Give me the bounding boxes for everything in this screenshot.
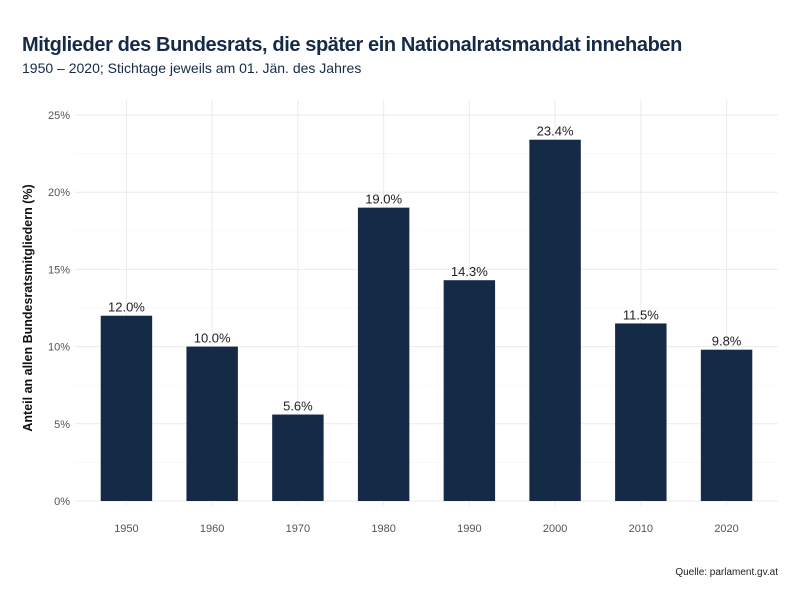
chart-subtitle: 1950 – 2020; Stichtage jeweils am 01. Jä… xyxy=(22,60,362,76)
bar-2000 xyxy=(529,139,581,502)
bar-2010 xyxy=(615,323,667,501)
data-label: 12.0% xyxy=(108,300,145,315)
y-tick-label: 25% xyxy=(48,110,70,122)
x-tick-label: 2000 xyxy=(543,523,567,535)
bar-1950 xyxy=(100,315,153,501)
chart-title: Mitglieder des Bundesrats, die später ei… xyxy=(22,34,682,56)
x-tick-label: 1980 xyxy=(371,523,395,535)
source-caption: Quelle: parlament.gv.at xyxy=(675,567,778,578)
bar-2020 xyxy=(700,349,753,501)
data-label: 10.0% xyxy=(194,331,231,346)
x-tick-label: 2010 xyxy=(629,523,653,535)
data-label: 11.5% xyxy=(623,307,659,322)
y-tick-label: 5% xyxy=(54,419,70,431)
bar-1970 xyxy=(272,414,324,501)
data-label: 19.0% xyxy=(365,192,402,207)
y-axis-label: Anteil an allen Bundesratsmitgliedern (%… xyxy=(21,184,35,431)
data-label: 14.3% xyxy=(451,264,488,279)
y-tick-label: 0% xyxy=(54,496,70,508)
x-tick-label: 1970 xyxy=(286,523,310,535)
x-tick-label: 2020 xyxy=(714,523,738,535)
bar-1980 xyxy=(357,207,410,501)
data-label: 9.8% xyxy=(712,334,742,349)
x-tick-label: 1960 xyxy=(200,523,224,535)
y-tick-label: 10% xyxy=(48,342,70,354)
data-label: 5.6% xyxy=(283,399,313,414)
y-tick-label: 15% xyxy=(48,264,70,276)
bar-1990 xyxy=(443,280,496,501)
data-label: 23.4% xyxy=(537,124,574,139)
y-tick-label: 20% xyxy=(48,187,70,199)
x-tick-label: 1990 xyxy=(457,523,481,535)
bar-1960 xyxy=(186,346,238,501)
x-tick-label: 1950 xyxy=(114,523,138,535)
